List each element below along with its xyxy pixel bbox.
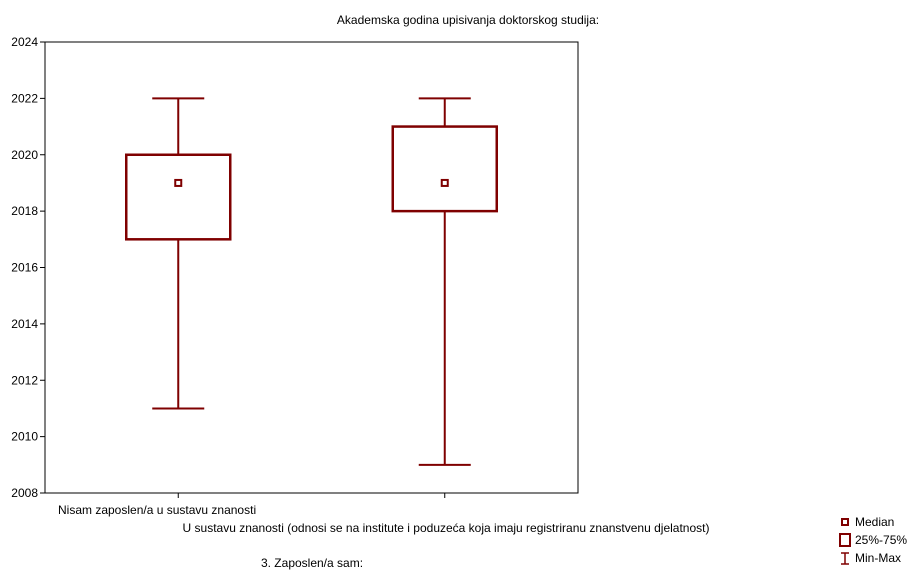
median-marker [440, 178, 449, 187]
y-tick-label: 2014 [11, 317, 38, 331]
x-category-label: Nisam zaposlen/a u sustavu znanosti [58, 503, 256, 517]
box-marker-icon [839, 533, 851, 547]
legend-item-minmax: Min-Max [838, 549, 924, 567]
y-tick-label: 2016 [11, 261, 38, 275]
iqr-box [391, 125, 498, 213]
legend-label-median: Median [855, 515, 895, 529]
y-tick-label: 2018 [11, 204, 38, 218]
x-axis: Nisam zaposlen/a u sustavu znanosti U sus… [58, 493, 709, 535]
y-tick-label: 2022 [11, 91, 38, 105]
x-axis-title: 3. Zaposlen/a sam: [261, 556, 363, 570]
y-tick-label: 2020 [11, 148, 38, 162]
legend: Median 25%-75% Min-Max [838, 513, 924, 567]
legend-item-median: Median [838, 513, 924, 531]
whisker-marker-icon [841, 552, 849, 565]
boxes-layer [125, 97, 498, 466]
y-tick-label: 2012 [11, 373, 38, 387]
iqr-box [125, 153, 232, 241]
y-tick-label: 2008 [11, 486, 38, 500]
x-category-label: U sustavu znanosti (odnosi se na institu… [183, 521, 710, 535]
y-tick-label: 2024 [11, 35, 38, 49]
box-series-2 [391, 97, 498, 466]
legend-label-minmax: Min-Max [855, 551, 902, 565]
legend-item-iqr: 25%-75% [838, 531, 924, 549]
plot-frame [44, 41, 579, 494]
y-axis: 2008 2010 2012 2014 2016 2018 2020 2022 2024 [11, 35, 45, 500]
chart-title: Akademska godina upisivanja doktorskog s… [337, 13, 599, 27]
y-tick-label: 2010 [11, 430, 38, 444]
median-marker [174, 178, 183, 187]
box-series-1 [125, 97, 232, 410]
legend-label-iqr: 25%-75% [855, 533, 908, 547]
median-marker-icon [841, 518, 849, 526]
